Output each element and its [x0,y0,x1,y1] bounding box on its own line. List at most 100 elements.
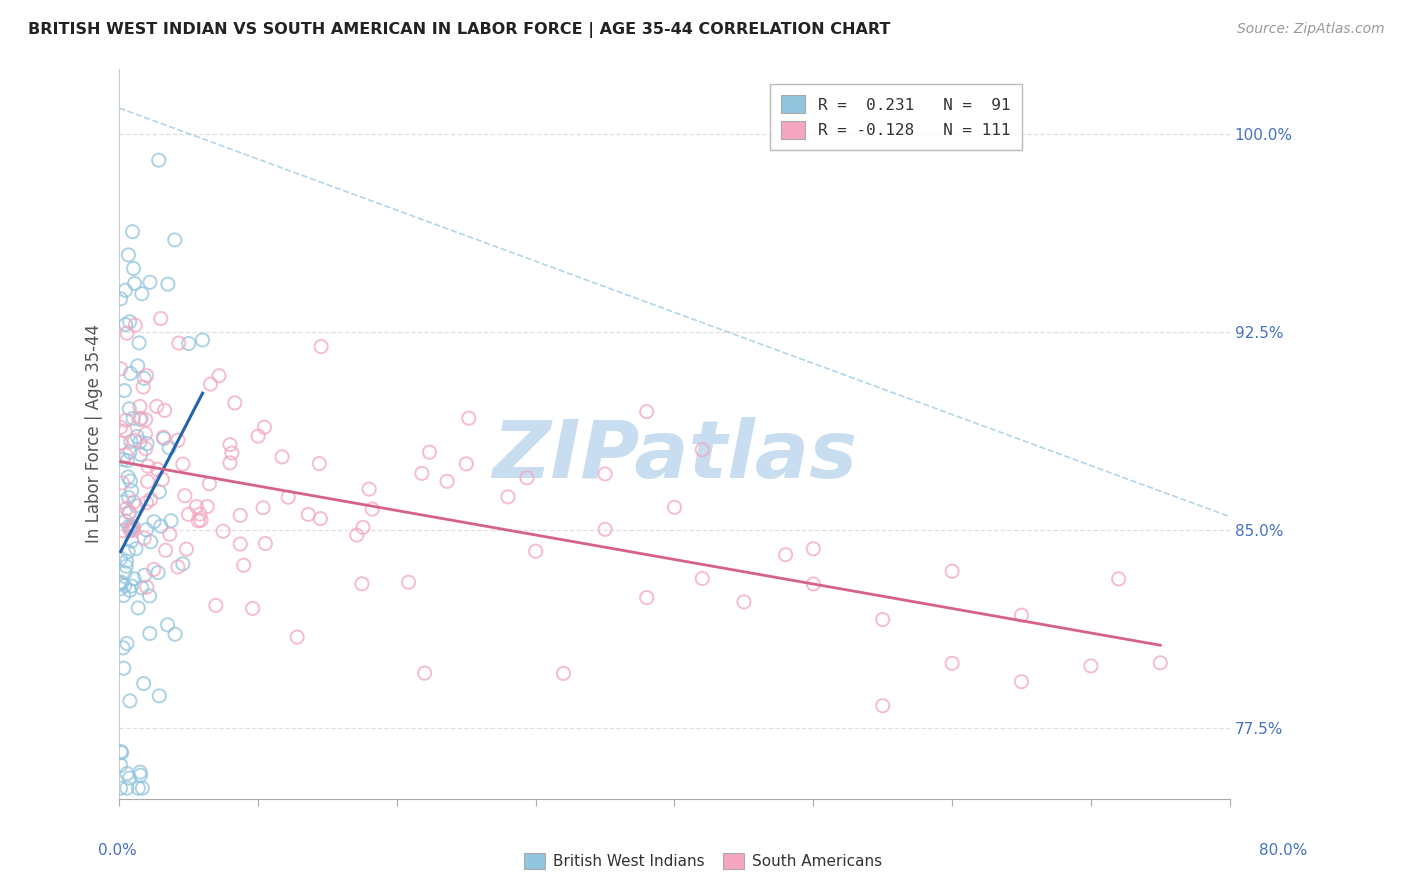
Point [297,508,319,522]
Point [118,401,141,416]
Point [496,490,519,504]
Point [114,283,136,297]
Point [165,627,187,641]
Point [110,781,132,796]
Point [127,429,149,443]
Point [254,536,277,550]
Point [134,426,156,441]
Point [136,436,159,450]
Point [120,434,142,449]
Point [205,599,228,613]
Point [128,400,150,414]
Y-axis label: In Labor Force | Age 35-44: In Labor Force | Age 35-44 [86,324,103,543]
Point [111,746,134,760]
Point [191,333,214,347]
Point [143,515,166,529]
Point [122,411,145,425]
Point [232,558,254,573]
Point [208,368,231,383]
Point [124,318,146,333]
Point [112,640,135,655]
Point [118,506,141,520]
Legend: British West Indians, South Americans: British West Indians, South Americans [517,847,889,875]
Point [359,482,381,496]
Point [111,495,134,509]
Point [125,541,148,556]
Point [114,318,136,332]
Point [186,500,208,514]
Point [120,522,142,536]
Point [1149,656,1171,670]
Point [114,578,136,592]
Point [190,513,212,527]
Point [690,572,713,586]
Point [516,471,538,485]
Point [172,557,194,571]
Point [135,412,157,426]
Point [110,551,132,566]
Point [145,400,167,414]
Point [121,519,143,533]
Point [132,676,155,690]
Point [155,543,177,558]
Point [224,396,246,410]
Point [118,315,141,329]
Point [872,613,894,627]
Point [114,384,136,398]
Point [153,432,176,446]
Point [121,533,143,548]
Point [167,560,190,574]
Point [136,475,159,489]
Point [129,765,152,780]
Point [110,361,132,376]
Point [138,589,160,603]
Point [115,413,138,427]
Point [285,630,308,644]
Point [593,467,616,481]
Point [1011,674,1033,689]
Text: ZIPatlas: ZIPatlas [492,417,858,494]
Point [350,576,373,591]
Point [115,326,138,340]
Point [114,448,136,462]
Point [122,495,145,509]
Point [118,505,141,519]
Point [146,566,169,580]
Point [121,483,143,498]
Point [156,617,179,632]
Point [121,225,143,239]
Point [111,524,134,538]
Point [135,442,157,456]
Point [125,499,148,513]
Point [122,572,145,586]
Point [160,514,183,528]
Point [801,541,824,556]
Point [188,507,211,521]
Point [664,500,686,515]
Point [127,601,149,615]
Point [142,562,165,576]
Point [219,456,242,470]
Point [152,430,174,444]
Point [177,336,200,351]
Point [134,531,156,545]
Point [195,500,218,514]
Point [129,412,152,426]
Point [110,292,132,306]
Point [118,583,141,598]
Point [1080,659,1102,673]
Point [733,595,755,609]
Text: BRITISH WEST INDIAN VS SOUTH AMERICAN IN LABOR FORCE | AGE 35-44 CORRELATION CHA: BRITISH WEST INDIAN VS SOUTH AMERICAN IN… [28,22,890,38]
Point [115,501,138,516]
Point [150,472,173,486]
Point [110,758,132,772]
Point [131,781,153,796]
Point [135,523,157,537]
Point [456,457,478,471]
Point [176,542,198,557]
Point [139,626,162,640]
Point [128,435,150,450]
Point [110,582,132,596]
Text: 0.0%: 0.0% [98,843,138,858]
Point [593,522,616,536]
